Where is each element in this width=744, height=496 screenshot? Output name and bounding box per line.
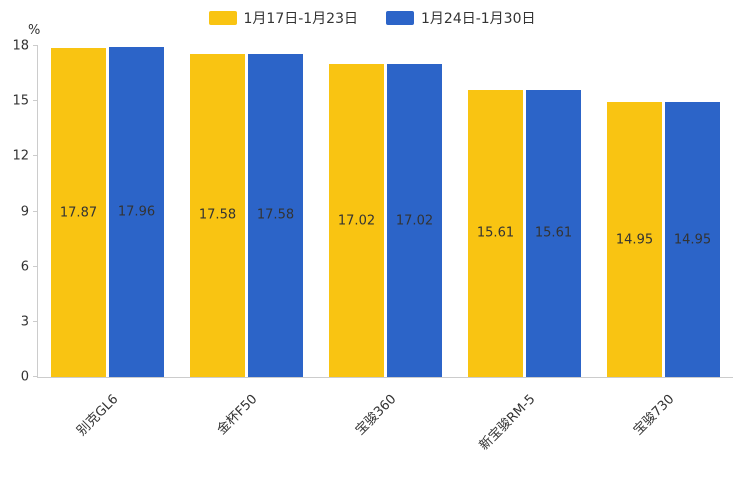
y-tick-label: 3 bbox=[20, 314, 29, 330]
bar-value-label: 17.58 bbox=[256, 207, 295, 223]
y-tick-mark bbox=[33, 100, 38, 102]
y-tick-label: 6 bbox=[20, 259, 29, 275]
bar-value-label: 15.61 bbox=[534, 225, 573, 241]
y-tick-label: 9 bbox=[20, 204, 29, 219]
bar: 17.58 bbox=[190, 53, 245, 377]
y-tick-mark bbox=[33, 210, 38, 212]
bar: 17.58 bbox=[248, 53, 303, 377]
bar: 17.02 bbox=[329, 64, 384, 377]
y-tick-label: 18 bbox=[12, 38, 29, 54]
y-tick-label: 12 bbox=[12, 148, 29, 164]
bar-group: 17.02 17.02 bbox=[329, 46, 442, 377]
y-tick-mark bbox=[33, 320, 38, 322]
y-tick-mark bbox=[33, 376, 38, 377]
bar: 15.61 bbox=[526, 89, 581, 377]
bar-value-label: 14.95 bbox=[673, 232, 712, 248]
bar: 15.61 bbox=[468, 89, 523, 377]
legend-item: 1月17日-1月23日 bbox=[208, 8, 359, 28]
bar: 14.95 bbox=[607, 102, 662, 377]
y-axis-unit-label: % bbox=[28, 23, 41, 38]
bar-value-label: 14.95 bbox=[615, 232, 654, 248]
y-tick-mark bbox=[33, 155, 38, 157]
bar: 14.95 bbox=[665, 102, 720, 377]
bar-group: 17.87 17.96 bbox=[51, 46, 164, 377]
legend-swatch-icon bbox=[386, 11, 414, 25]
bar: 17.87 bbox=[51, 48, 106, 377]
bar-value-label: 17.96 bbox=[117, 204, 156, 220]
x-category-label: 宝骏360 bbox=[352, 391, 399, 439]
x-category-label: 别克GL6 bbox=[73, 391, 121, 439]
legend: 1月17日-1月23日 1月24日-1月30日 bbox=[0, 8, 744, 28]
legend-item-label: 1月24日-1月30日 bbox=[421, 11, 536, 27]
legend-item-label: 1月17日-1月23日 bbox=[243, 11, 359, 27]
bar: 17.02 bbox=[387, 64, 442, 377]
x-category-label: 宝骏730 bbox=[630, 391, 677, 439]
bar-group: 15.61 15.61 bbox=[468, 46, 581, 377]
y-tick-label: 0 bbox=[20, 369, 29, 385]
bar-value-label: 17.02 bbox=[395, 213, 434, 229]
y-tick-mark bbox=[33, 45, 38, 46]
bar-value-label: 17.02 bbox=[337, 213, 376, 229]
legend-swatch-icon bbox=[208, 11, 237, 25]
plot-area: 0 3 6 9 12 15 18 17.87 17.96 17.58 17.58 17.02 17.0… bbox=[12, 40, 733, 454]
x-category-label: 金杯F50 bbox=[213, 391, 260, 438]
y-tick-label: 15 bbox=[12, 93, 29, 109]
legend-item: 1月24日-1月30日 bbox=[386, 8, 536, 28]
bar-value-label: 15.61 bbox=[476, 225, 515, 241]
bar-group: 14.95 14.95 bbox=[607, 46, 720, 377]
bar-group: 17.58 17.58 bbox=[190, 46, 303, 377]
bar: 17.96 bbox=[109, 46, 164, 377]
bar-value-label: 17.87 bbox=[59, 205, 98, 221]
y-tick-mark bbox=[33, 265, 38, 267]
bar-series-area: 17.87 17.96 17.58 17.58 17.02 17.02 15.61 15.61… bbox=[38, 46, 733, 377]
y-axis: 0 3 6 9 12 15 18 bbox=[12, 40, 733, 384]
x-category-label: 新宝骏RM-5 bbox=[476, 391, 538, 454]
bar-value-label: 17.58 bbox=[198, 207, 237, 223]
